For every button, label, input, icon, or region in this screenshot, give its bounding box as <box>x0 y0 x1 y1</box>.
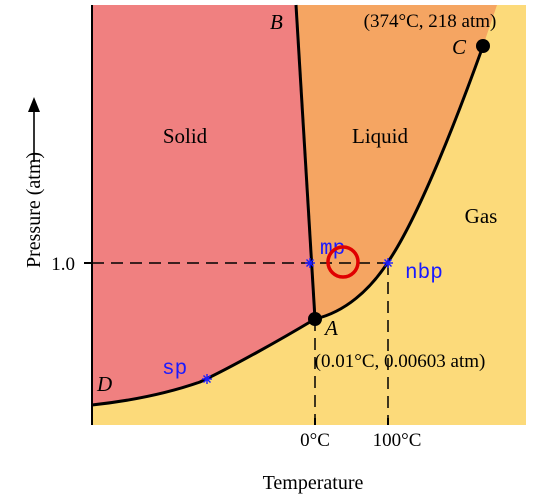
point-a-label: A <box>323 316 338 340</box>
plot-frame <box>84 5 389 425</box>
liquid-region <box>296 5 497 319</box>
region-fills <box>92 5 526 425</box>
mp-star-marker <box>305 258 315 268</box>
liquid-label: Liquid <box>352 124 408 148</box>
annotations <box>202 258 393 384</box>
y-axis-title-group: Pressure (atm) <box>23 152 45 268</box>
dashed-guides <box>92 262 389 425</box>
critical-point-coords: (374°C, 218 atm) <box>364 11 497 32</box>
x-tick-label-100c: 100°C <box>373 430 422 451</box>
triple-point-dot <box>308 312 322 326</box>
red-circle-marker <box>326 245 360 279</box>
melting-curve <box>294 4 317 320</box>
phase-boundaries <box>91 4 485 407</box>
y-tick-label: 1.0 <box>51 254 75 275</box>
sp-star-marker <box>202 374 212 384</box>
nbp-annotation: nbp <box>405 262 443 285</box>
critical-point-dot <box>476 39 490 53</box>
y-axis-arrow-head <box>28 97 40 112</box>
nbp-star-marker <box>383 258 393 268</box>
vaporization-curve <box>314 45 485 321</box>
solid-label: Solid <box>163 124 208 148</box>
triple-point-coords: (0.01°C, 0.00603 atm) <box>315 351 486 372</box>
solid-region <box>92 5 315 405</box>
point-d-label: D <box>96 372 112 396</box>
y-axis-arrow <box>28 97 40 162</box>
point-c-label: C <box>452 35 467 59</box>
y-axis-title: Pressure (atm) <box>23 152 45 268</box>
point-b-label: B <box>270 10 283 34</box>
x-axis-title: Temperature <box>263 472 364 494</box>
sublimation-curve <box>91 317 316 407</box>
x-tick-label-0c: 0°C <box>300 430 330 451</box>
gas-label: Gas <box>465 204 498 228</box>
sp-annotation: sp <box>162 358 187 381</box>
